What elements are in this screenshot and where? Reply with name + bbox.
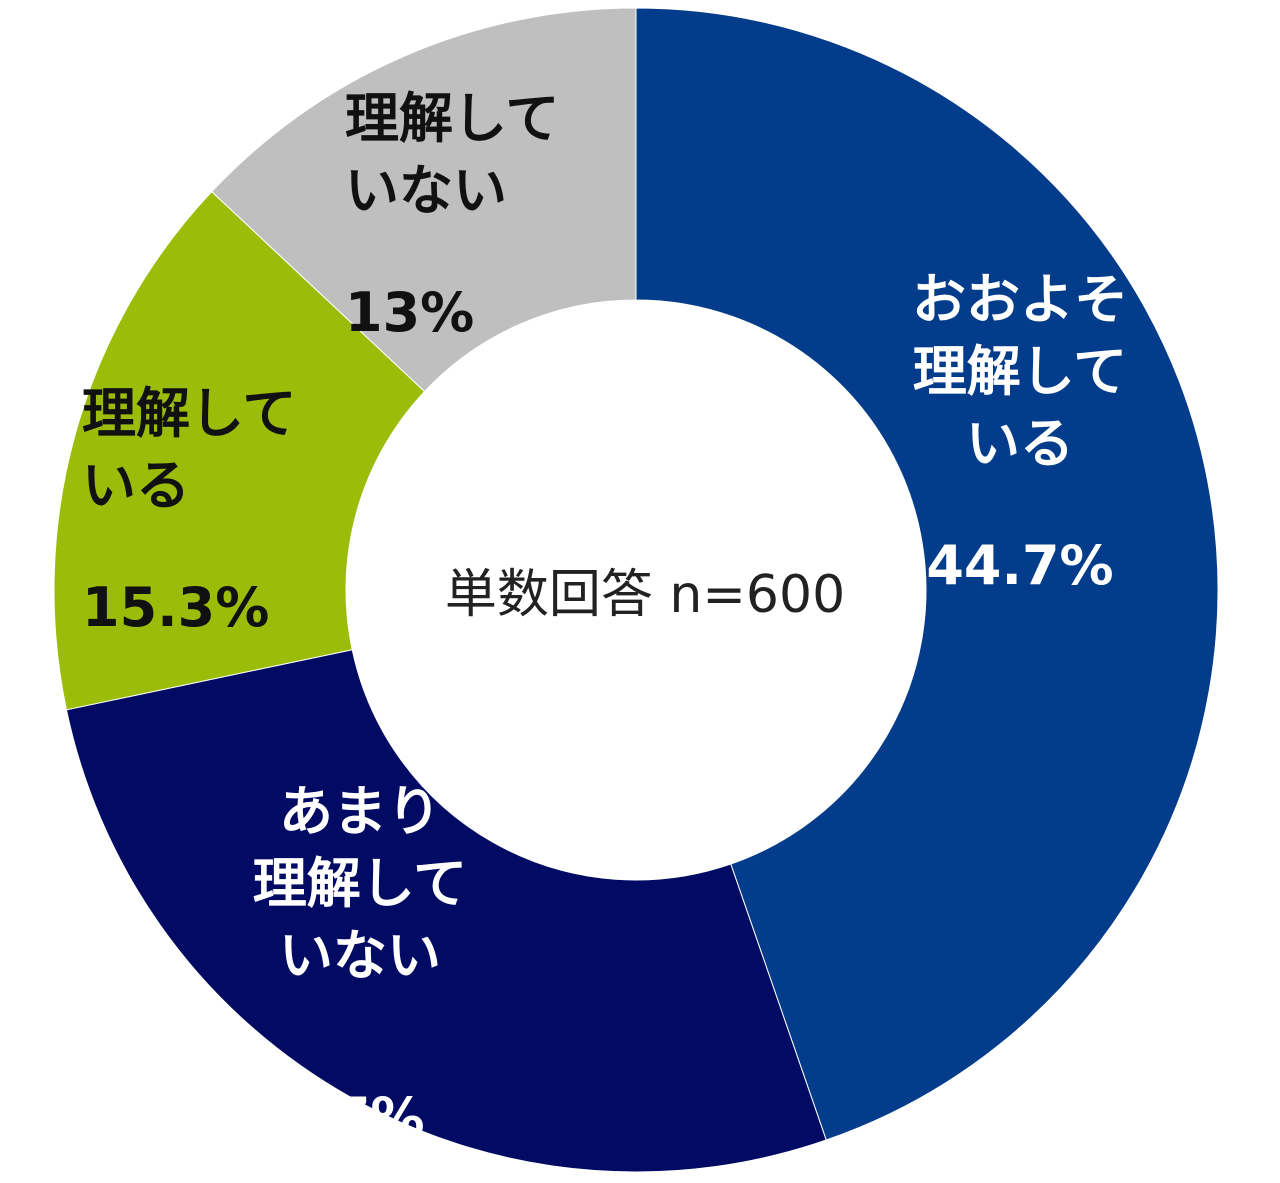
slice-label-line: 理解して — [82, 382, 296, 445]
slice-1 — [65, 649, 827, 1173]
slice-3 — [211, 7, 637, 393]
slice-value-label: 44.7% — [926, 534, 1113, 597]
slice-label-line: 理解して — [253, 852, 467, 915]
slice-label-line: あまり — [279, 780, 441, 843]
slice-value-label: 13% — [345, 281, 474, 344]
slice-label-line: いない — [279, 924, 441, 987]
slice-label-line: 理解して — [913, 340, 1127, 403]
slice-value-label: 27% — [295, 1086, 424, 1149]
slice-label-line: いる — [966, 412, 1074, 475]
slice-label-line: いない — [345, 159, 507, 222]
slice-0 — [635, 7, 1219, 1141]
slice-label-line: 理解して — [345, 87, 559, 150]
slice-label-line: おおよそ — [912, 268, 1128, 331]
labels-layer: おおよそ理解している44.7%あまり理解していない27%理解している15.3%理… — [82, 87, 1128, 1149]
slice-label-line: いる — [82, 454, 190, 517]
slice-2 — [53, 190, 426, 711]
slices-layer — [53, 7, 1219, 1173]
slice-value-label: 15.3% — [82, 576, 269, 639]
center-text: 単数回答 n=600 — [445, 565, 845, 625]
